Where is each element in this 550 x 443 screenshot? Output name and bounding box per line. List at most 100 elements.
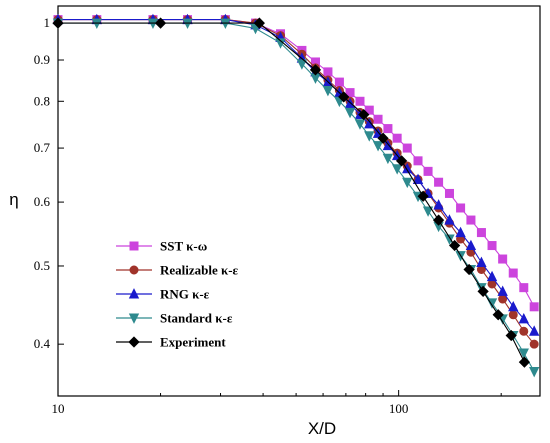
legend: SST κ-ω Realizable κ-ε RNG κ-ε Standard κ-ε…	[116, 239, 239, 350]
y-tick-label: 1	[44, 15, 51, 30]
data-point	[444, 188, 454, 198]
series-1	[53, 15, 539, 349]
legend-label: SST κ-ω	[160, 239, 207, 254]
data-point	[466, 215, 476, 225]
data-point	[444, 234, 455, 245]
data-point	[377, 132, 389, 144]
legend-item: SST κ-ω	[116, 239, 207, 254]
data-point	[322, 86, 334, 97]
data-point	[487, 241, 497, 251]
legend-item: Standard κ-ε	[116, 311, 233, 326]
series-group	[52, 13, 540, 378]
data-point	[497, 285, 508, 296]
data-point	[52, 17, 64, 29]
data-point	[463, 263, 475, 276]
legend-marker	[129, 241, 139, 251]
data-point	[508, 300, 519, 312]
y-axis-ticks: 0.4 0.5 0.6 0.7 0.8 0.9 1	[34, 15, 64, 351]
data-point	[529, 302, 539, 312]
legend-item: Experiment	[116, 335, 226, 350]
data-point	[422, 206, 434, 217]
series-line	[58, 19, 535, 308]
legend-marker	[128, 336, 140, 348]
x-axis-ticks: 10 100	[52, 390, 502, 416]
data-point	[529, 366, 540, 378]
data-point	[334, 77, 344, 87]
data-point	[444, 214, 455, 225]
series-4	[52, 17, 531, 368]
data-point	[344, 107, 356, 119]
data-point	[413, 156, 423, 166]
data-point	[476, 228, 486, 238]
legend-label: RNG κ-ε	[160, 287, 210, 302]
data-point	[323, 67, 333, 77]
data-point	[392, 133, 402, 143]
data-point	[433, 199, 444, 210]
legend-item: RNG κ-ε	[116, 287, 210, 302]
data-point	[372, 141, 384, 152]
data-point	[508, 310, 518, 320]
series-3	[52, 18, 540, 378]
data-point	[154, 17, 167, 29]
data-point	[373, 114, 383, 124]
series-line	[58, 19, 535, 345]
legend-label: Standard κ-ε	[160, 311, 233, 326]
data-point	[498, 254, 508, 264]
x-tick-label: 100	[389, 401, 409, 416]
data-point	[476, 256, 487, 267]
y-axis-title: η	[9, 190, 18, 209]
legend-label: Realizable κ-ε	[160, 263, 239, 278]
series-line	[58, 19, 535, 332]
data-point	[338, 91, 350, 103]
data-point	[518, 356, 531, 368]
data-point	[456, 203, 466, 213]
data-point	[402, 143, 412, 153]
series-0	[53, 15, 539, 312]
data-point	[434, 177, 444, 187]
data-point	[492, 309, 504, 321]
y-tick-label: 0.4	[34, 336, 51, 351]
data-point	[519, 326, 529, 336]
data-point	[382, 153, 394, 165]
data-point	[529, 339, 539, 349]
data-point	[402, 177, 413, 189]
data-point	[395, 155, 408, 167]
data-point	[508, 268, 518, 278]
data-point	[355, 96, 365, 106]
data-point	[477, 285, 489, 298]
legend-marker	[129, 265, 139, 275]
legend-label: Experiment	[160, 335, 226, 350]
data-point	[455, 226, 466, 238]
legend-marker	[128, 313, 140, 324]
legend-marker	[128, 288, 140, 299]
data-point	[358, 109, 370, 121]
data-point	[364, 105, 374, 115]
y-tick-label: 0.6	[34, 194, 51, 209]
y-tick-label: 0.8	[34, 93, 50, 108]
series-2	[52, 13, 540, 336]
data-point	[412, 173, 424, 184]
data-point	[518, 348, 529, 359]
data-point	[417, 190, 429, 202]
data-point	[391, 164, 403, 175]
x-axis-title: X/D	[308, 419, 336, 438]
data-point	[383, 124, 393, 134]
data-point	[529, 325, 540, 336]
data-point	[449, 239, 461, 252]
series-line	[58, 22, 525, 363]
data-point	[402, 162, 413, 174]
y-tick-label: 0.5	[34, 258, 50, 273]
data-point	[296, 59, 308, 70]
data-point	[364, 131, 375, 142]
data-point	[505, 329, 517, 342]
x-tick-label: 10	[52, 401, 65, 416]
data-point	[519, 283, 529, 293]
data-point	[423, 166, 433, 176]
data-point	[486, 270, 498, 282]
data-point	[354, 119, 366, 130]
data-point	[432, 214, 445, 226]
data-point	[518, 312, 529, 324]
data-point	[309, 64, 322, 76]
y-tick-label: 0.9	[34, 52, 50, 67]
